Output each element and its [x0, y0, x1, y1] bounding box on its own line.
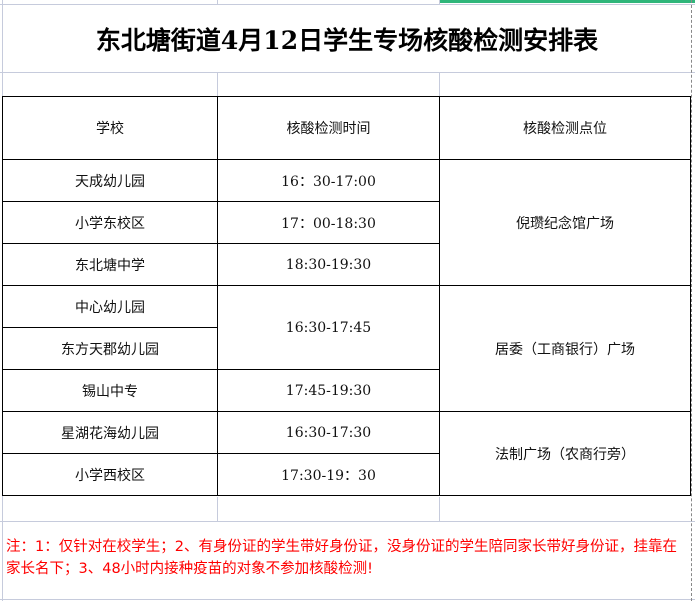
location-cell[interactable]: 居委（工商银行）广场 [439, 285, 691, 412]
table-row: 东北塘中学 18:30-19:30 [2, 243, 691, 286]
time-cell[interactable]: 17:30-19：30 [217, 453, 440, 496]
gridline [0, 72, 695, 73]
time-cell[interactable]: 16:30-17:45 [217, 285, 440, 370]
gridline [0, 4, 695, 5]
gridline [439, 72, 440, 97]
header-time[interactable]: 核酸检测时间 [217, 96, 440, 160]
school-cell[interactable]: 星湖花海幼儿园 [2, 411, 218, 454]
time-cell[interactable]: 17:45-19:30 [217, 369, 440, 412]
header-location[interactable]: 核酸检测点位 [439, 96, 691, 160]
header-school[interactable]: 学校 [2, 96, 218, 160]
sheet-title[interactable]: 东北塘街道4月12日学生专场核酸检测安排表 [95, 25, 599, 55]
school-cell[interactable]: 中心幼儿园 [2, 285, 218, 328]
gridline [217, 72, 218, 97]
gridline [439, 0, 440, 5]
school-cell[interactable]: 东方天郡幼儿园 [2, 327, 218, 370]
time-cell[interactable]: 16：30-17:00 [217, 159, 440, 202]
table-row: 锡山中专 17:45-19:30 [2, 369, 691, 412]
note-text[interactable]: 注：1：仅针对在校学生；2、有身份证的学生带好身份证，没身份证的学生陪同家长带好… [6, 539, 677, 577]
time-cell[interactable]: 17：00-18:30 [217, 201, 440, 244]
selected-cell-indicator [440, 0, 695, 3]
gridline [217, 0, 218, 5]
school-cell[interactable]: 天成幼儿园 [2, 159, 218, 202]
school-cell[interactable]: 东北塘中学 [2, 243, 218, 286]
gridline [0, 521, 695, 522]
gridline [217, 497, 218, 521]
table-row: 小学西校区 17:30-19：30 [2, 453, 691, 496]
location-cell[interactable]: 法制广场（农商行旁） [439, 411, 691, 496]
time-cell[interactable]: 18:30-19:30 [217, 243, 440, 286]
school-cell[interactable]: 小学西校区 [2, 453, 218, 496]
table-row: 天成幼儿园 16：30-17:00 倪瓒纪念馆广场 [2, 159, 691, 286]
gridline [0, 599, 695, 600]
table-row: 中心幼儿园 16:30-17:45 居委（工商银行）广场 [2, 285, 691, 412]
location-cell[interactable]: 倪瓒纪念馆广场 [439, 159, 691, 286]
time-cell[interactable]: 16:30-17:30 [217, 411, 440, 454]
gridline [439, 497, 440, 521]
page-break-line [691, 0, 692, 601]
school-cell[interactable]: 小学东校区 [2, 201, 218, 244]
school-cell[interactable]: 锡山中专 [2, 369, 218, 412]
header-row: 学校 核酸检测时间 核酸检测点位 [2, 96, 691, 160]
table-row: 小学东校区 17：00-18:30 [2, 201, 691, 244]
schedule-table: 学校 核酸检测时间 核酸检测点位 天成幼儿园 16：30-17:00 倪瓒纪念馆… [2, 96, 691, 496]
table-row: 星湖花海幼儿园 16:30-17:30 法制广场（农商行旁） [2, 411, 691, 496]
